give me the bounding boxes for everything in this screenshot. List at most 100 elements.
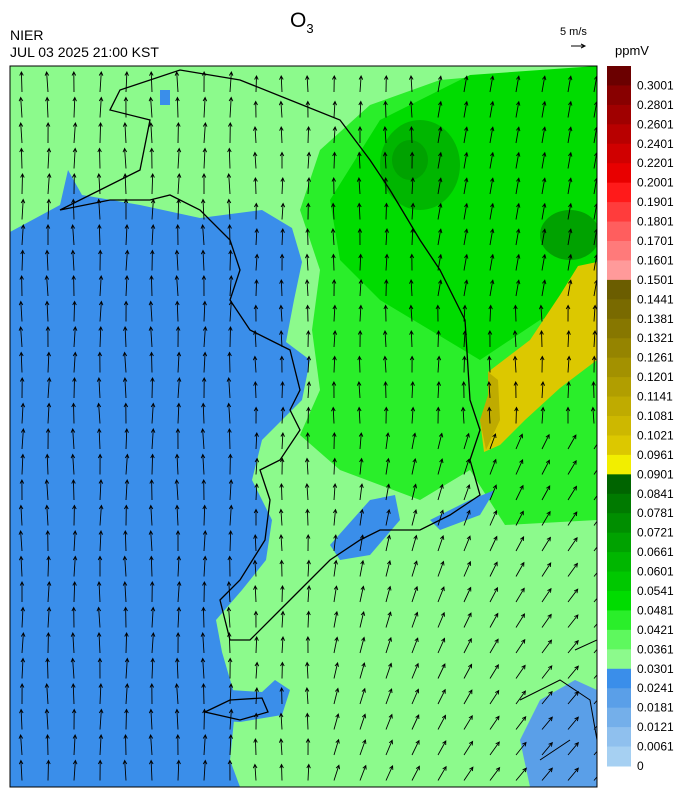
wind-arrow — [98, 122, 103, 144]
wind-arrow — [411, 611, 419, 628]
wind-arrow — [227, 351, 232, 373]
wind-arrow — [385, 534, 391, 552]
wind-arrow — [226, 402, 232, 424]
wind-arrow — [357, 202, 362, 220]
wind-arrow — [201, 402, 206, 424]
colorbar-swatch — [607, 338, 631, 359]
wind-arrow — [124, 504, 129, 526]
wind-arrow — [228, 122, 233, 144]
coastline — [59, 69, 481, 641]
wind-arrow — [382, 151, 388, 169]
wind-arrow — [463, 535, 471, 552]
wind-arrow — [384, 406, 389, 424]
wind-arrow — [436, 406, 441, 424]
wind-arrow — [489, 715, 500, 730]
wind-arrow — [409, 330, 414, 348]
wind-arrow — [46, 147, 52, 169]
wind-arrow — [385, 508, 391, 526]
colorbar-label: 0.2001 — [637, 176, 674, 190]
wind-arrow — [593, 494, 597, 501]
wind-arrow — [306, 406, 311, 424]
wind-arrow — [202, 147, 208, 169]
wind-arrow — [45, 223, 51, 245]
wind-arrow — [385, 764, 394, 781]
wind-arrow — [515, 279, 521, 297]
wind-arrow — [541, 202, 547, 220]
wind-arrow — [305, 74, 310, 93]
wind-arrow — [44, 504, 50, 526]
wind-arrow — [593, 776, 597, 781]
wind-arrow — [305, 636, 311, 654]
colorbar-swatch — [607, 746, 631, 767]
wind-arrow — [593, 520, 597, 526]
colorbar-label: 0.1501 — [637, 273, 674, 287]
wind-arrow — [409, 278, 414, 297]
wind-arrow — [383, 100, 388, 118]
colorbar-label: 0.1141 — [637, 390, 673, 404]
wind-arrow — [540, 381, 546, 399]
wind-arrow — [357, 125, 363, 143]
wind-arrow — [19, 351, 24, 373]
wind-arrow — [463, 637, 472, 654]
wind-arrow — [305, 432, 310, 450]
wind-arrow — [227, 224, 232, 246]
wind-arrow — [252, 125, 258, 144]
wind-arrow — [306, 330, 311, 348]
wind-arrow — [176, 172, 182, 195]
wind-arrow — [382, 125, 388, 144]
wind-arrow — [408, 304, 414, 322]
wind-arrow — [254, 75, 259, 93]
wind-arrow — [71, 402, 76, 424]
wind-arrow — [357, 330, 363, 348]
wind-arrow — [278, 304, 284, 322]
colorbar-swatch — [607, 260, 631, 281]
wind-arrow — [228, 682, 234, 705]
wind-arrow — [567, 459, 577, 475]
wind-arrow — [123, 198, 129, 220]
wind-arrow — [541, 433, 550, 450]
wind-arrow — [19, 71, 24, 93]
wind-arrow — [280, 228, 285, 246]
wind-arrow — [19, 708, 24, 730]
colorbar-label: 0.0421 — [637, 623, 674, 637]
wind-arrow — [72, 325, 78, 348]
wind-arrow — [515, 433, 524, 450]
map — [9, 65, 598, 788]
colorbar-swatch — [607, 396, 631, 417]
wind-arrow — [98, 529, 104, 552]
wind-arrow — [515, 638, 526, 654]
wind-arrow — [150, 581, 155, 603]
wind-arrow — [333, 559, 338, 577]
wind-arrow — [45, 121, 51, 144]
wind-arrow — [253, 304, 259, 322]
wind-arrow — [515, 253, 521, 271]
wind-arrow — [515, 151, 521, 169]
colorbar-label: 0.0361 — [637, 642, 674, 656]
wind-arrow — [385, 585, 392, 603]
wind-arrow — [20, 657, 26, 679]
wind-arrow — [333, 713, 340, 730]
wind-arrow — [122, 759, 128, 781]
wind-arrow — [45, 96, 50, 118]
colorbar-swatch — [607, 571, 631, 592]
wind-arrow — [174, 453, 180, 475]
wind-arrow — [123, 606, 128, 628]
wind-arrow — [254, 661, 260, 679]
wind-arrow — [45, 734, 50, 756]
colorbar-swatch — [607, 552, 631, 573]
wind-arrow — [463, 458, 471, 475]
wind-arrow — [331, 253, 336, 271]
wind-arrow — [44, 300, 50, 322]
wind-arrow — [515, 484, 524, 501]
field-sea-low — [520, 680, 597, 787]
wind-arrow — [410, 381, 415, 399]
wind-arrow — [409, 126, 414, 144]
wind-arrow — [150, 173, 155, 195]
wind-arrow — [437, 611, 445, 628]
wind-arrow — [359, 610, 366, 628]
wind-arrow — [489, 561, 498, 577]
colorbar-label: 0.1601 — [637, 253, 674, 267]
wind-arrow — [96, 376, 102, 399]
wind-arrow — [201, 70, 207, 93]
wind-arrow — [567, 434, 577, 450]
